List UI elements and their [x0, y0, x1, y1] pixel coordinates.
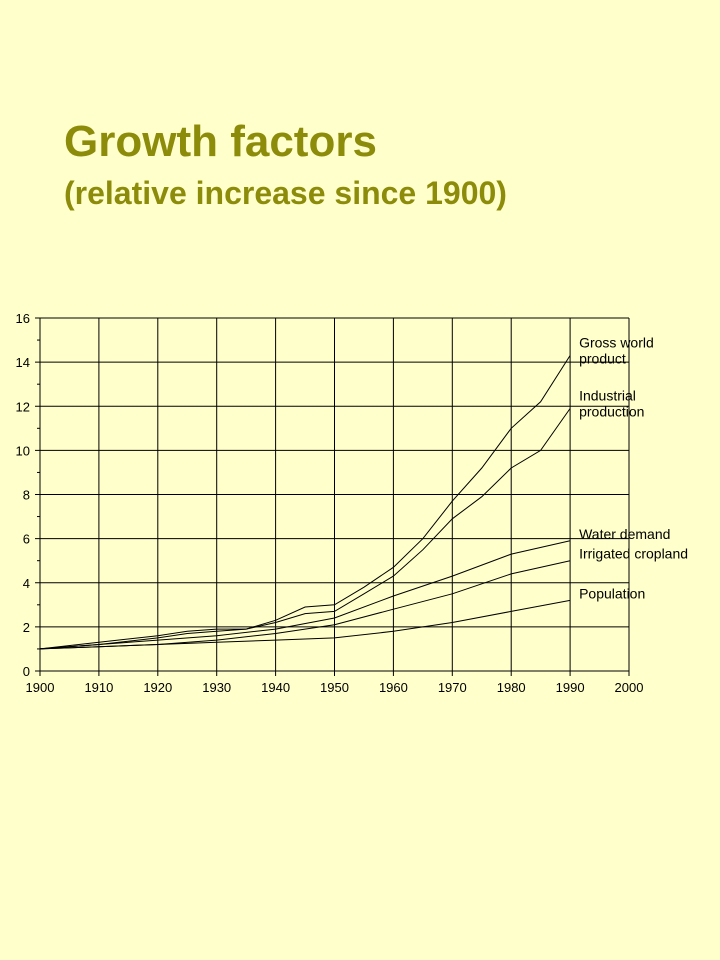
x-tick-label: 1940 — [261, 680, 290, 695]
y-tick-label: 16 — [16, 311, 30, 326]
series-label: Water demand — [579, 526, 670, 542]
x-tick-label: 1950 — [320, 680, 349, 695]
x-tick-label: 1910 — [84, 680, 113, 695]
x-tick-label: 1970 — [438, 680, 467, 695]
x-tick-label: 1930 — [202, 680, 231, 695]
series-line-water-demand — [39, 540, 571, 650]
x-tick-label: 1980 — [497, 680, 526, 695]
y-tick-label: 6 — [23, 532, 30, 547]
x-tick-label: 1920 — [143, 680, 172, 695]
y-tick-label: 14 — [16, 355, 30, 370]
y-tick-label: 0 — [23, 664, 30, 679]
series-label: Irrigated cropland — [579, 546, 688, 562]
slide-subtitle: (relative increase since 1900) — [64, 175, 507, 211]
y-tick-label: 2 — [23, 620, 30, 635]
y-tick-label: 4 — [23, 576, 30, 591]
slide-title: Growth factors — [64, 117, 377, 166]
chart-series — [39, 355, 571, 650]
series-label: Industrial — [579, 387, 636, 403]
y-tick-label: 8 — [23, 488, 30, 503]
y-tick-label: 12 — [16, 399, 30, 414]
series-line-population — [39, 599, 571, 650]
chart-grid — [39, 317, 630, 672]
series-line-gross-world-product — [39, 355, 571, 650]
series-line-industrial-production — [39, 408, 571, 650]
series-label: Gross world — [579, 335, 654, 351]
chart-axes: 1900 1910 1920 1930 1940 1950 1960 1970 1980 1990… — [16, 311, 644, 695]
x-tick-label: 2000 — [615, 680, 644, 695]
x-tick-label: 1990 — [556, 680, 585, 695]
x-tick-label: 1900 — [26, 680, 55, 695]
x-tick-label: 1960 — [379, 680, 408, 695]
series-label: production — [579, 403, 644, 419]
series-label: Population — [579, 585, 645, 601]
y-tick-label: 10 — [16, 443, 30, 458]
series-label: product — [579, 351, 626, 367]
